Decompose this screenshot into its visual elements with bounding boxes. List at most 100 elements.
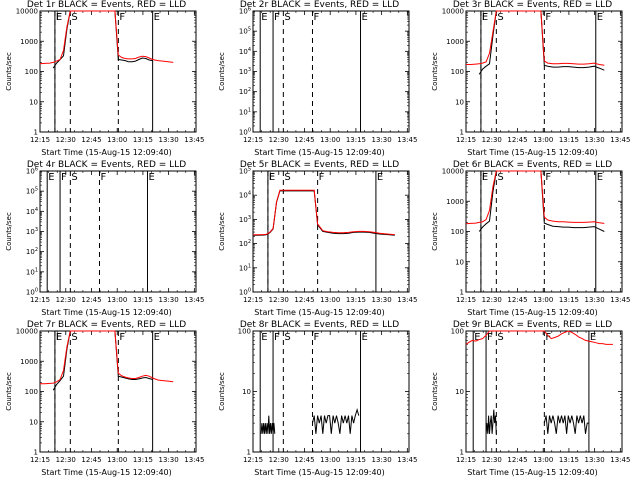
- x-tick-label: 13:30: [372, 136, 392, 144]
- events-series-line: [485, 409, 497, 434]
- y-tick-label: 100: [451, 228, 464, 236]
- y-axis-title: Counts/sec: [218, 212, 226, 251]
- x-tick-label: 12:30: [56, 296, 76, 304]
- x-tick-label: 13:15: [559, 456, 579, 464]
- event-marker-label: E: [261, 12, 267, 23]
- y-tick-label: 1: [34, 449, 38, 457]
- event-marker-label: E: [590, 332, 596, 343]
- event-marker-label: E: [361, 332, 367, 343]
- detector-panel: 100 101 102 103 104 105 106 12:15 12:30 12:45 13:0…: [0, 160, 213, 320]
- x-tick-label: 13:45: [184, 456, 204, 464]
- y-axis-title: Counts/sec: [431, 212, 439, 251]
- x-tick-label: 13:00: [320, 136, 340, 144]
- y-tick-label: 1000: [446, 38, 464, 46]
- x-tick-label: 13:45: [397, 456, 417, 464]
- x-tick-label: 13:00: [320, 456, 340, 464]
- event-marker-label: E: [48, 172, 54, 183]
- plot-frame: [252, 170, 410, 293]
- y-axis-title: Counts/sec: [431, 372, 439, 411]
- event-marker-label: F: [269, 172, 275, 183]
- events-series-line: [543, 415, 589, 434]
- event-marker-label: S: [71, 332, 77, 343]
- y-tick-label: 101: [239, 263, 251, 272]
- detector-panel: 1 10 100 12:15 12:30 12:45 13:00 13:15 13:30 13:4…: [213, 320, 426, 480]
- panel-title: Det 8r BLACK = Events, RED = LLD: [239, 320, 400, 330]
- y-tick-label: 100: [25, 68, 38, 76]
- x-tick-label: 13:30: [159, 456, 179, 464]
- x-axis-title: Start Time (15-Aug-15 12:09:40): [254, 308, 385, 317]
- event-marker-label: F: [319, 172, 325, 183]
- x-tick-label: 12:15: [243, 456, 263, 464]
- y-tick-label: 1000: [446, 198, 464, 206]
- event-marker-label: F: [545, 332, 551, 343]
- x-tick-label: 13:15: [346, 136, 366, 144]
- x-tick-label: 13:15: [133, 296, 153, 304]
- x-tick-label: 13:15: [346, 456, 366, 464]
- event-marker-label: F: [119, 332, 125, 343]
- detector-panel: 1 10 100 12:15 12:30 12:45 13:00 13:15 13:30 13:4…: [426, 320, 639, 480]
- x-tick-label: 12:30: [269, 136, 289, 144]
- panel-title: Det 9r BLACK = Events, RED = LLD: [452, 320, 613, 330]
- detector-chart: 1 10 100 1000 10000 12:15 12:30 12:45 13:00 13:15…: [431, 8, 630, 145]
- y-tick-label: 106: [26, 167, 38, 176]
- x-tick-label: 13:15: [559, 136, 579, 144]
- event-marker-label: S: [284, 12, 290, 23]
- x-tick-label: 12:15: [456, 136, 476, 144]
- x-tick-label: 13:30: [585, 136, 605, 144]
- lld-series-line: [40, 330, 174, 385]
- detector-panel: 1 10 100 1000 10000 12:15 12:30 12:45 13:00 13:15…: [426, 160, 639, 320]
- x-tick-label: 12:45: [294, 456, 314, 464]
- detector-chart: 1 10 100 1000 10000 12:15 12:30 12:45 13:00 13:15…: [5, 328, 204, 465]
- y-tick-label: 100: [451, 328, 464, 336]
- x-tick-label: 12:45: [294, 296, 314, 304]
- event-marker-label: S: [497, 332, 503, 343]
- x-tick-label: 13:45: [610, 296, 630, 304]
- detector-chart: 100 101 102 103 104 105 106 12:15 12:30 12:45 13:0…: [5, 167, 204, 305]
- event-marker-label: F: [61, 172, 67, 183]
- detector-chart: 100 101 102 103 104 105 12:15 12:30 12:45 13:00 13…: [218, 167, 417, 305]
- x-tick-label: 13:45: [610, 456, 630, 464]
- events-series-line: [312, 407, 360, 434]
- y-tick-label: 100: [25, 388, 38, 396]
- x-tick-label: 12:45: [81, 296, 101, 304]
- x-tick-label: 13:15: [346, 296, 366, 304]
- event-marker-label: S: [71, 172, 77, 183]
- event-marker-label: F: [274, 332, 280, 343]
- y-tick-label: 101: [239, 107, 251, 116]
- panel-title: Det 2r BLACK = Events, RED = LLD: [239, 0, 400, 10]
- lld-series-line: [465, 170, 605, 225]
- panel-title: Det 1r BLACK = Events, RED = LLD: [26, 0, 187, 10]
- lld-series-line: [39, 10, 174, 65]
- detector-panel: 1 10 100 1000 10000 12:15 12:30 12:45 13:00 13:15…: [0, 320, 213, 480]
- x-tick-label: 12:45: [507, 136, 527, 144]
- event-marker-label: E: [361, 12, 367, 23]
- y-tick-label: 103: [239, 215, 251, 224]
- x-tick-label: 13:30: [159, 136, 179, 144]
- x-tick-label: 12:45: [81, 456, 101, 464]
- x-tick-label: 12:45: [81, 136, 101, 144]
- x-axis-title: Start Time (15-Aug-15 12:09:40): [41, 148, 172, 157]
- x-tick-label: 13:45: [184, 136, 204, 144]
- x-axis-title: Start Time (15-Aug-15 12:09:40): [41, 468, 172, 477]
- y-tick-label: 10000: [16, 328, 38, 336]
- plot-frame: [252, 330, 410, 453]
- event-marker-label: S: [284, 172, 290, 183]
- x-tick-label: 12:30: [56, 136, 76, 144]
- panel-title: Det 4r BLACK = Events, RED = LLD: [26, 160, 187, 170]
- x-axis-title: Start Time (15-Aug-15 12:09:40): [467, 148, 598, 157]
- y-tick-label: 1: [247, 449, 251, 457]
- x-axis-title: Start Time (15-Aug-15 12:09:40): [254, 468, 385, 477]
- event-marker-label: F: [313, 332, 319, 343]
- y-tick-label: 1000: [20, 38, 38, 46]
- events-series-line: [260, 415, 276, 434]
- x-tick-label: 13:15: [559, 296, 579, 304]
- x-tick-label: 13:45: [397, 296, 417, 304]
- x-tick-label: 13:30: [585, 456, 605, 464]
- y-tick-label: 104: [239, 47, 251, 56]
- event-marker-label: E: [597, 172, 603, 183]
- x-axis-title: Start Time (15-Aug-15 12:09:40): [467, 468, 598, 477]
- x-tick-label: 12:30: [56, 456, 76, 464]
- event-marker-label: F: [313, 12, 319, 23]
- x-tick-label: 13:15: [133, 456, 153, 464]
